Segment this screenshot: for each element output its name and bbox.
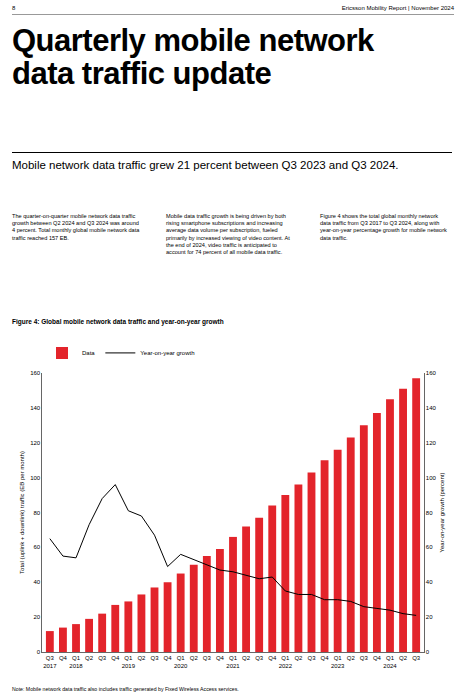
svg-text:Q3: Q3: [360, 655, 369, 661]
svg-text:Q2: Q2: [294, 655, 303, 661]
svg-text:Year-on-year growth: Year-on-year growth: [140, 350, 194, 356]
html-text:Figure 4 shows the total globa: Figure 4 shows the total global monthly …: [320, 213, 447, 241]
svg-text:80: 80: [426, 510, 433, 516]
svg-text:Q2: Q2: [137, 655, 146, 661]
svg-text:160: 160: [426, 370, 437, 376]
svg-text:Q4: Q4: [59, 655, 68, 661]
svg-text:Q2: Q2: [242, 655, 251, 661]
svg-text:Q2: Q2: [85, 655, 94, 661]
svg-text:Data: Data: [82, 350, 95, 356]
svg-text:Q3: Q3: [98, 655, 107, 661]
svg-text:Q3: Q3: [412, 655, 421, 661]
svg-text:140: 140: [426, 405, 437, 411]
svg-text:80: 80: [34, 510, 41, 516]
svg-text:Q2: Q2: [347, 655, 356, 661]
svg-text:Q4: Q4: [216, 655, 225, 661]
svg-text:Total (uplink + downlink) traf: Total (uplink + downlink) traffic (EB pe…: [19, 451, 25, 574]
svg-text:Q12024: Q12024: [383, 655, 397, 669]
html-text:Note: Mobile network data traf: Note: Mobile network data traffic also i…: [12, 686, 239, 692]
svg-text:120: 120: [30, 440, 41, 446]
svg-text:Q4: Q4: [321, 655, 330, 661]
html-text:Quarterly mobile network: Quarterly mobile network: [12, 23, 374, 58]
svg-text:Q12022: Q12022: [279, 655, 293, 669]
svg-text:160: 160: [30, 370, 41, 376]
svg-text:60: 60: [426, 544, 433, 550]
svg-text:Q2: Q2: [190, 655, 199, 661]
svg-text:100: 100: [30, 475, 41, 481]
html-text:The quarter-on-quarter mobile: The quarter-on-quarter mobile network da…: [12, 213, 140, 241]
svg-text:0: 0: [37, 649, 41, 655]
svg-text:40: 40: [426, 579, 433, 585]
html-text:Ericsson Mobility Report | Nov: Ericsson Mobility Report | November 2024: [341, 5, 454, 11]
svg-text:Q12019: Q12019: [122, 655, 136, 669]
svg-text:0: 0: [426, 649, 430, 655]
svg-text:Q4: Q4: [111, 655, 120, 661]
svg-text:Q4: Q4: [164, 655, 173, 661]
svg-text:20: 20: [34, 614, 41, 620]
svg-text:120: 120: [426, 440, 437, 446]
html-text:8: 8: [12, 5, 16, 11]
svg-text:60: 60: [34, 544, 41, 550]
html-text:Mobile network data traffic gr: Mobile network data traffic grew 21 perc…: [12, 159, 399, 171]
svg-text:Q3: Q3: [255, 655, 264, 661]
svg-text:Q12020: Q12020: [174, 655, 188, 669]
svg-text:Q32017: Q32017: [43, 655, 57, 669]
svg-text:Q2: Q2: [399, 655, 408, 661]
svg-text:40: 40: [34, 579, 41, 585]
html-text:Mobile data traffic growth is: Mobile data traffic growth is being driv…: [166, 213, 290, 255]
svg-text:Q12021: Q12021: [226, 655, 240, 669]
svg-text:140: 140: [30, 405, 41, 411]
svg-text:20: 20: [426, 614, 433, 620]
html-text:data traffic update: data traffic update: [12, 56, 272, 91]
svg-text:Q3: Q3: [307, 655, 316, 661]
svg-text:100: 100: [426, 475, 437, 481]
svg-text:Q4: Q4: [268, 655, 277, 661]
svg-text:Year-on-year growth (percent): Year-on-year growth (percent): [439, 473, 445, 553]
svg-text:Q12018: Q12018: [69, 655, 83, 669]
svg-text:Q3: Q3: [203, 655, 212, 661]
svg-text:Q4: Q4: [373, 655, 382, 661]
html-text:Figure 4: Global mobile networ: Figure 4: Global mobile network data tra…: [12, 318, 224, 325]
svg-text:Q12023: Q12023: [331, 655, 345, 669]
svg-text:Q3: Q3: [151, 655, 160, 661]
